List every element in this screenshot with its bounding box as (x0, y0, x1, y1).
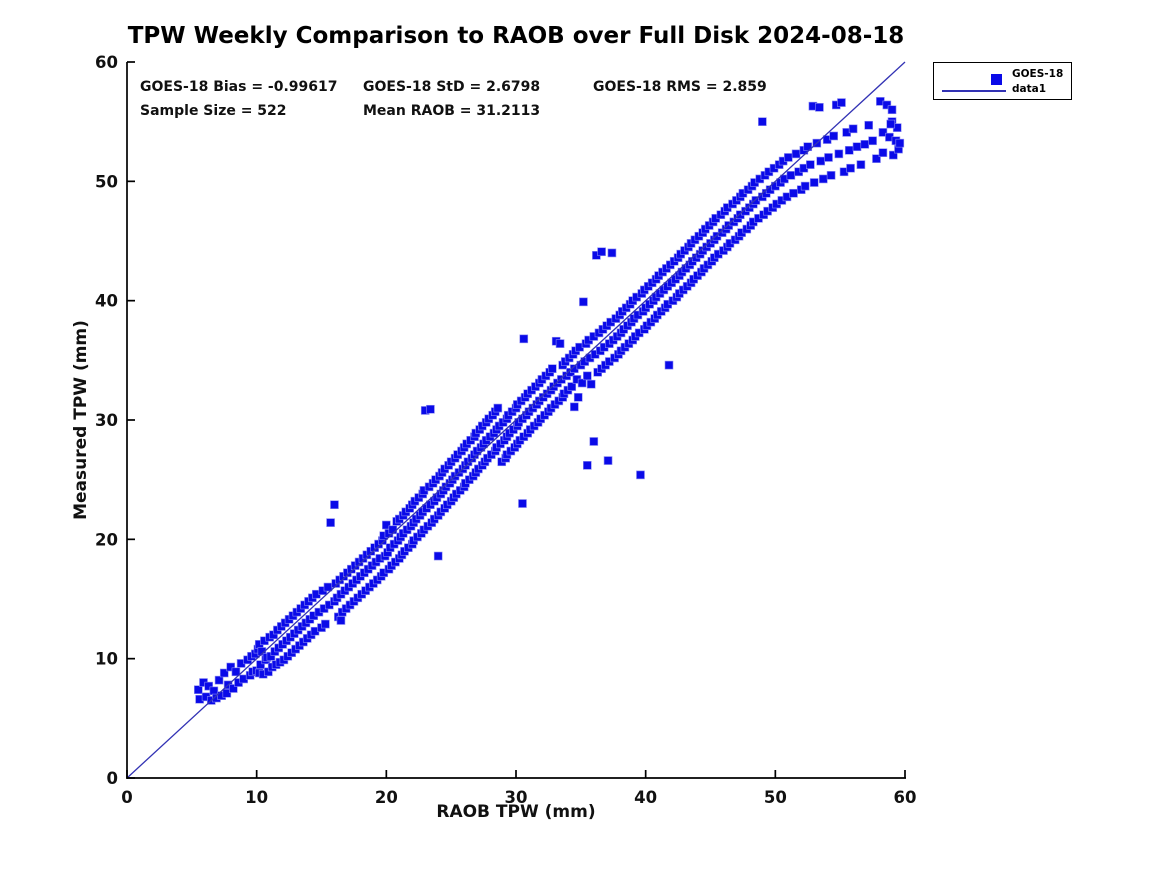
y-tick-label: 20 (95, 530, 118, 549)
data1-line (126, 61, 906, 779)
scatter-point (257, 647, 267, 656)
scatter-point (826, 171, 836, 180)
y-tick-label: 10 (95, 650, 118, 669)
scatter-point (809, 178, 819, 187)
x-tick-label: 40 (634, 788, 657, 807)
y-tick-label: 60 (95, 53, 118, 72)
scatter-point (597, 247, 606, 257)
scatter-point (583, 371, 592, 381)
y-axis-label: Measured TPW (mm) (71, 320, 91, 520)
x-tick-label: 30 (505, 788, 528, 807)
scatter-point (886, 119, 896, 129)
scatter-point (321, 619, 330, 629)
y-tick-label: 40 (95, 292, 118, 311)
scatter-point (758, 117, 767, 126)
y-tick-label: 30 (95, 411, 118, 430)
y-tick-label: 0 (107, 769, 118, 788)
chart-title: TPW Weekly Comparison to RAOB over Full … (127, 23, 905, 49)
scatter-point (860, 140, 870, 149)
scatter-point (194, 685, 203, 694)
legend-label-goes18: GOES-18 (1012, 68, 1064, 80)
scatter-point (426, 404, 435, 414)
scatter-point (848, 124, 858, 134)
legend-line-icon (942, 90, 1006, 92)
scatter-point (800, 181, 810, 191)
scatter-point (816, 156, 826, 166)
scatter-point (567, 382, 577, 391)
scatter-point (518, 499, 527, 508)
scatter-point (570, 402, 579, 412)
x-tick-label: 60 (894, 788, 917, 807)
scatter-point (878, 148, 888, 157)
x-tick-label: 50 (764, 788, 787, 807)
y-tick-label: 50 (95, 172, 118, 191)
scatter-point (829, 131, 838, 141)
scatter-point (577, 378, 587, 388)
stat-rms: GOES-18 RMS = 2.859 (593, 79, 767, 95)
legend-square-marker-icon (991, 74, 1002, 85)
scatter-point (844, 146, 854, 155)
scatter-point (382, 520, 391, 530)
legend-label-data1: data1 (1012, 83, 1047, 95)
scatter-point (519, 334, 529, 344)
scatter-point (878, 128, 888, 137)
scatter-point (573, 393, 583, 402)
x-axis-label: RAOB TPW (mm) (436, 802, 595, 822)
scatter-point (326, 518, 335, 527)
x-tick-label: 10 (245, 788, 268, 807)
scatter-point (214, 675, 224, 685)
scatter-point (786, 171, 796, 180)
scatter-point (579, 297, 588, 307)
scatter-point (882, 100, 892, 110)
scatter-point (895, 138, 905, 148)
scatter-point (226, 662, 236, 672)
scatter-point (493, 403, 503, 413)
x-tick-label: 20 (375, 788, 398, 807)
scatter-point (222, 688, 232, 698)
scatter-point (791, 149, 801, 159)
legend-box: GOES-18 data1 (933, 62, 1072, 100)
scatter-point (664, 360, 674, 370)
scatter-point (636, 470, 645, 480)
scatter-point (815, 103, 824, 112)
scatter-point (783, 153, 793, 162)
scatter-point (864, 120, 873, 130)
scatter-point (806, 160, 815, 169)
scatter-point (219, 668, 229, 678)
scatter-point (868, 136, 877, 146)
x-tick-label: 0 (121, 788, 132, 807)
scatter-point (256, 660, 265, 669)
scatter-point (589, 437, 599, 446)
scatter-point (887, 105, 897, 115)
scatter-point (330, 500, 339, 510)
scatter-point (846, 163, 855, 173)
scatter-point (204, 681, 213, 691)
scatter-point (433, 551, 443, 561)
scatter-point (231, 667, 241, 677)
scatter-point (548, 364, 557, 373)
scatter-point (824, 153, 833, 162)
stat-std: GOES-18 StD = 2.6798 (363, 79, 541, 95)
scatter-point (555, 339, 565, 348)
scatter-point (837, 98, 846, 107)
scatter-point (583, 461, 592, 470)
scatter-point (603, 456, 613, 465)
scatter-point (852, 142, 862, 152)
scatter-point (607, 248, 617, 258)
stat-bias: GOES-18 Bias = -0.99617 (140, 79, 338, 95)
scatter-point (872, 154, 881, 163)
scatter-point (229, 684, 238, 693)
scatter-point (856, 160, 866, 169)
stat-mean-raob: Mean RAOB = 31.2113 (363, 103, 541, 119)
scatter-point (819, 174, 828, 184)
scatter-point (336, 616, 346, 625)
scatter-point (789, 188, 798, 198)
scatter-point (889, 150, 898, 160)
scatter-point (834, 149, 844, 159)
scatter-point (209, 686, 219, 696)
scatter-point (586, 379, 596, 389)
stat-sample-size: Sample Size = 522 (140, 103, 287, 119)
